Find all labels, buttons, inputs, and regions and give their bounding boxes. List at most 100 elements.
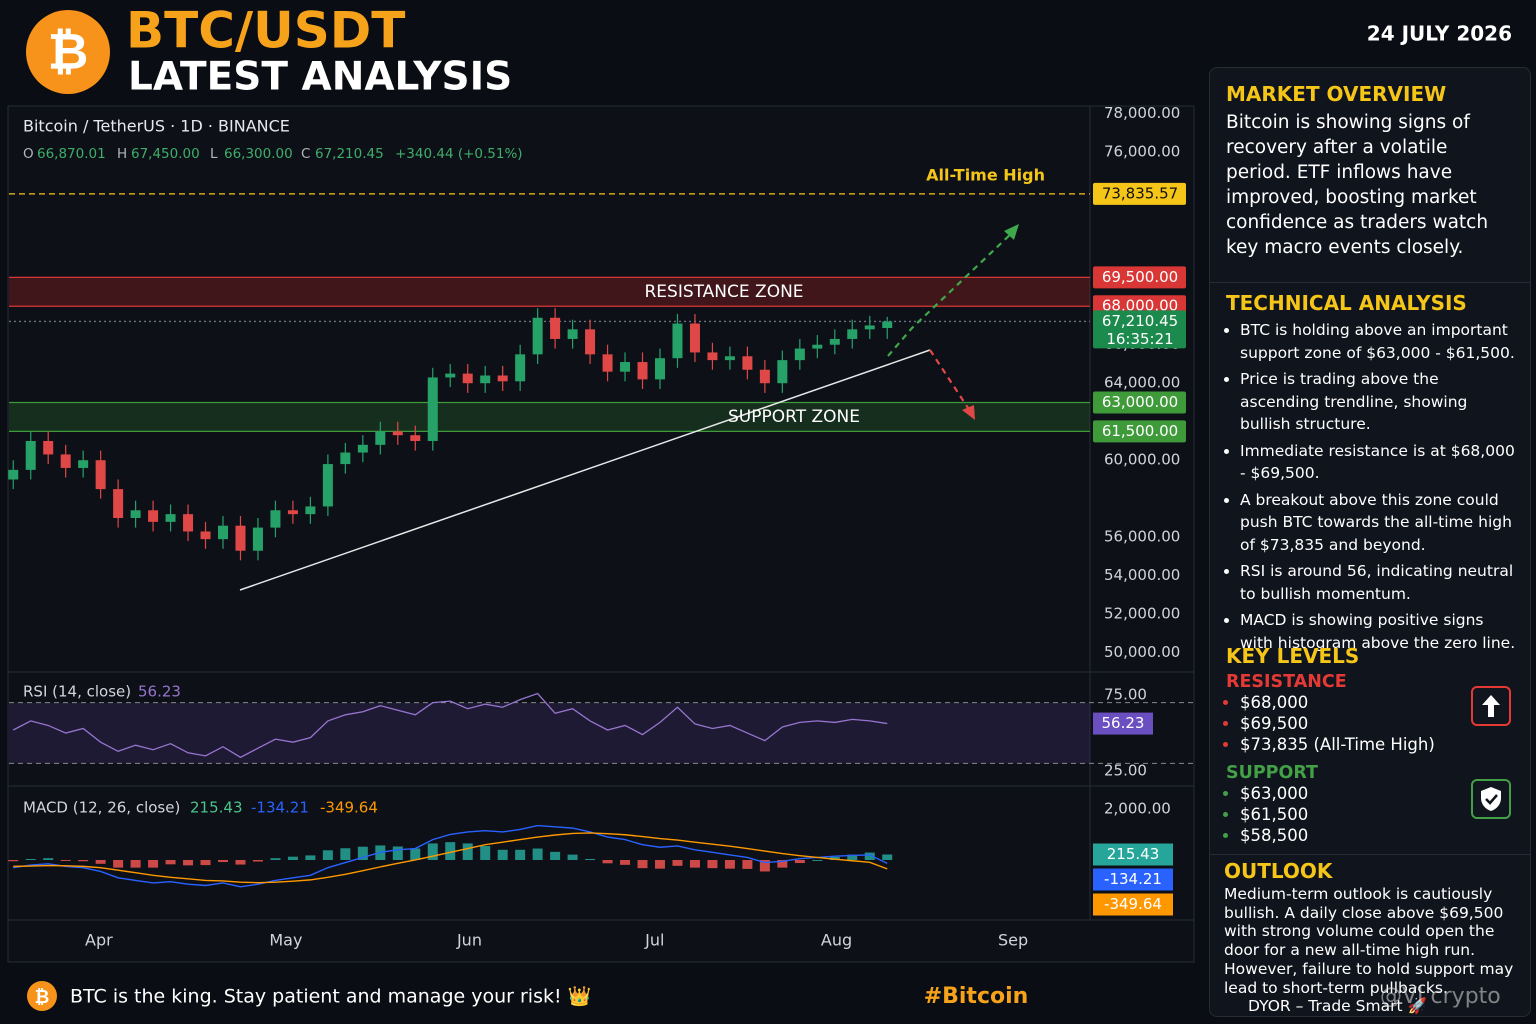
section-text: Medium-term outlook is cautiously bullis… [1224, 885, 1514, 997]
histogram-bar [707, 859, 718, 869]
candle-body [515, 354, 526, 382]
y-tick-label: 60,000.00 [1104, 451, 1180, 469]
rsi-line [12, 692, 888, 759]
chart-header: Bitcoin / TetherUS · 1D · BINANCE [23, 117, 290, 136]
price-badge-label: 69,500.00 [1102, 268, 1178, 286]
price-badge-label: 63,000.00 [1102, 393, 1178, 411]
histogram-bar [689, 859, 700, 868]
bullet: MACD is showing positive signs with hist… [1240, 609, 1516, 654]
key-levels: KEY LEVELS RESISTANCE $68,000 $69,500 $7… [1210, 642, 1530, 852]
ohlc-key: O [23, 146, 34, 162]
bearish-arrow [929, 349, 973, 415]
candle-body [252, 527, 263, 551]
bullish-arrow-head [1004, 224, 1019, 240]
price-badge-label: 68,000.00 [1102, 297, 1178, 315]
histogram-bar [620, 859, 631, 865]
candle-body [864, 325, 875, 330]
candle-body [340, 452, 351, 465]
section-text: Bitcoin is showing signs of recovery aft… [1226, 112, 1489, 258]
histogram-bar [8, 859, 19, 862]
zone-label: SUPPORT ZONE [728, 407, 860, 427]
rsi-band [9, 702, 1090, 764]
hashtag: #Bitcoin [924, 984, 1029, 1009]
subtitle: LATEST ANALYSIS [128, 55, 512, 100]
candle-body [113, 489, 124, 518]
ohlc-key: H [117, 146, 127, 162]
candle-body [707, 352, 718, 361]
histogram-bar [847, 854, 858, 860]
histogram-bar [218, 859, 229, 863]
price-badge [1093, 391, 1186, 414]
histogram-bar [637, 859, 648, 869]
candle-body [480, 375, 491, 384]
bullish-arrow [887, 229, 1016, 357]
level-text: $63,000 [1240, 784, 1309, 803]
macd-line [13, 824, 888, 888]
ohlc-key: C [301, 146, 310, 162]
candle-body [78, 460, 89, 468]
candle-body [270, 510, 281, 528]
candle-body [550, 317, 561, 339]
price-badge [1093, 266, 1186, 289]
footer-logo-symbol: ₿ [35, 987, 50, 1008]
section-title: OUTLOOK [1224, 859, 1333, 883]
histogram-bar [759, 859, 770, 872]
histogram-bar [392, 846, 403, 860]
candle-body [410, 435, 421, 441]
candle-body [183, 514, 194, 532]
candle-body [777, 360, 788, 384]
x-tick-label: Jun [456, 931, 482, 950]
histogram-bar [113, 859, 124, 868]
candle-body [8, 469, 19, 480]
pane-value: 56.23 [138, 683, 181, 701]
histogram-bar [794, 859, 805, 864]
candle-body [25, 440, 36, 470]
under-layer: 50,000.00 52,000.00 54,000.00 56,000.00 60,0… [9, 104, 1194, 817]
level-text: $61,500 [1240, 805, 1309, 824]
value-badge-label: 56.23 [1102, 714, 1145, 732]
price-badge [1093, 420, 1186, 443]
zone [9, 277, 1090, 307]
histogram-bar [585, 858, 596, 860]
y-tick-label: 56,000.00 [1104, 528, 1180, 546]
price-badge-label: 73,835.57 [1102, 184, 1178, 202]
histogram-bar [270, 858, 281, 860]
candle-body [165, 514, 176, 522]
histogram-bar [497, 849, 508, 860]
y-tick-label: 25.00 [1104, 762, 1147, 780]
candle-body [689, 323, 700, 353]
histogram-bar [95, 859, 106, 864]
bullet: A breakout above this zone could push BT… [1240, 489, 1516, 557]
ohlc-value: 66,300.00 [224, 146, 293, 162]
resistance-list: $68,000 $69,500 $73,835 (All-Time High) [1226, 692, 1516, 755]
candle-body [322, 464, 333, 507]
y-tick-label: 2,000.00 [1104, 799, 1171, 817]
histogram-bar [672, 859, 683, 866]
footer-message: BTC is the king. Stay patient and manage… [70, 986, 591, 1008]
histogram-bar [567, 854, 578, 860]
support-title: SUPPORT [1226, 763, 1318, 783]
mark-layer [8, 308, 893, 888]
level-item: $69,500 [1240, 713, 1516, 734]
histogram-bar [410, 848, 421, 860]
histogram-bar [515, 849, 526, 860]
y-tick-label: 78,000.00 [1104, 104, 1180, 122]
value-badge [1093, 893, 1173, 916]
level-text: $58,500 [1240, 826, 1309, 845]
candle-body [462, 373, 473, 384]
candle-body [794, 348, 805, 361]
x-tick-label: Apr [85, 931, 113, 950]
trendline [239, 349, 931, 591]
candle-body [602, 354, 613, 372]
candle-body [130, 510, 141, 518]
histogram-bar [78, 859, 89, 862]
watermark: @VJ crypto [1380, 984, 1501, 1009]
candle-body [60, 454, 71, 468]
histogram-bar [200, 859, 211, 866]
histogram-bar [532, 848, 543, 860]
bullet: Immediate resistance is at $68,000 - $69… [1240, 440, 1516, 485]
level-item: $61,500 [1240, 804, 1516, 825]
bearish-arrow-head [962, 405, 975, 420]
candle-body [427, 377, 438, 441]
